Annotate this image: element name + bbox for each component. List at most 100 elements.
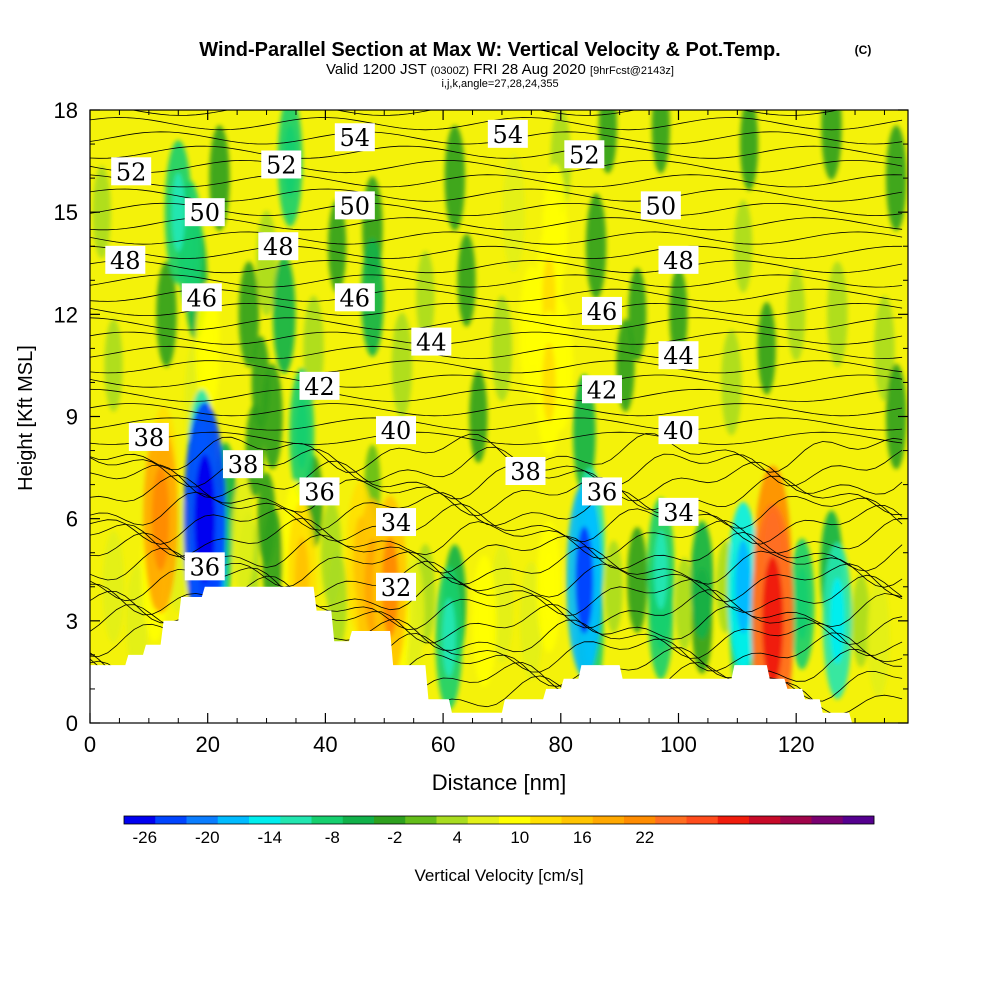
isentrope-label: 42 bbox=[299, 371, 340, 401]
isentrope-label-text: 42 bbox=[304, 373, 335, 401]
velocity-cell-core bbox=[762, 556, 784, 686]
subtitle-valid: Valid 1200 JST bbox=[326, 61, 426, 78]
isentrope-label: 38 bbox=[128, 422, 169, 452]
isentrope-label-box bbox=[258, 232, 299, 261]
velocity-cell-core bbox=[201, 312, 214, 385]
velocity-cell-core bbox=[735, 540, 752, 634]
isentrope-label-text: 54 bbox=[340, 124, 371, 152]
colorbar-tick-label: 4 bbox=[453, 828, 462, 847]
isentrope-label: 50 bbox=[640, 191, 681, 220]
isentrope-label: 50 bbox=[184, 198, 225, 227]
isentrope-line bbox=[90, 245, 903, 259]
isentrope-line bbox=[90, 331, 903, 345]
isentrope-line bbox=[90, 432, 903, 473]
isentrope-label-box bbox=[376, 572, 417, 601]
isentrope-label-text: 38 bbox=[510, 458, 541, 486]
isentrope-label: 46 bbox=[581, 296, 622, 326]
isentrope-label: 46 bbox=[334, 283, 375, 312]
velocity-cell bbox=[416, 250, 435, 344]
isentrope-label: 54 bbox=[334, 123, 375, 152]
colorbar-swatch bbox=[592, 816, 625, 824]
velocity-cell bbox=[585, 193, 607, 300]
isentrope-label: 38 bbox=[505, 456, 546, 486]
isentrope-label: 44 bbox=[411, 327, 452, 357]
colorbar-swatch bbox=[811, 816, 844, 824]
isentrope-label-box bbox=[223, 450, 264, 479]
x-tick-label: 80 bbox=[549, 732, 573, 757]
isentrope-line bbox=[90, 474, 903, 517]
colorbar-swatch bbox=[249, 816, 281, 824]
isentrope-label: 48 bbox=[105, 245, 146, 275]
velocity-cell bbox=[827, 261, 848, 368]
isentrope-label-text: 48 bbox=[663, 247, 694, 275]
velocity-cell-core bbox=[542, 342, 556, 423]
velocity-cell bbox=[391, 312, 413, 419]
y-tick-label: 9 bbox=[66, 405, 78, 430]
y-tick-label: 0 bbox=[66, 711, 78, 736]
velocity-cell bbox=[740, 110, 759, 191]
isentrope-label-text: 42 bbox=[587, 376, 618, 404]
velocity-cell-core bbox=[478, 584, 491, 657]
subtitle-date: FRI 28 Aug 2020 bbox=[473, 61, 586, 78]
colorbar-swatch bbox=[717, 816, 750, 824]
velocity-cell bbox=[867, 578, 890, 698]
isentrope-label-text: 34 bbox=[381, 509, 412, 537]
isentrope-label-box bbox=[658, 245, 699, 274]
isentrope-label-box bbox=[184, 198, 225, 227]
isentrope-line bbox=[90, 317, 903, 331]
colorbar-swatch bbox=[374, 816, 406, 824]
velocity-cell-core bbox=[525, 295, 538, 368]
isentrope-line bbox=[90, 302, 903, 317]
terrain bbox=[90, 586, 908, 723]
isentrope-label-box bbox=[299, 477, 340, 506]
isentrope-line bbox=[90, 489, 903, 531]
colorbar-tick-label: -20 bbox=[195, 828, 220, 847]
isentrope-line bbox=[90, 174, 903, 188]
isentrope-label-text: 32 bbox=[381, 574, 412, 602]
isentrope-label: 32 bbox=[376, 572, 417, 602]
velocity-cell-core bbox=[654, 530, 668, 610]
velocity-cell bbox=[238, 261, 260, 368]
isentrope-label-text: 36 bbox=[304, 478, 335, 506]
velocity-cell-core bbox=[151, 466, 170, 571]
colorbar-swatch bbox=[436, 816, 469, 824]
isentrope-label-text: 48 bbox=[110, 247, 141, 275]
isentrope-label-box bbox=[105, 245, 146, 274]
isentrope-label-text: 46 bbox=[587, 298, 618, 326]
isentrope-line bbox=[90, 274, 903, 288]
isentrope-label-box bbox=[581, 375, 622, 404]
isentrope-label: 38 bbox=[223, 450, 264, 479]
colorbar-swatch bbox=[561, 816, 594, 824]
isentrope-label-text: 36 bbox=[587, 478, 618, 506]
velocity-cell bbox=[721, 329, 742, 436]
isentrope-label: 44 bbox=[658, 341, 699, 370]
velocity-cell-core bbox=[194, 454, 216, 583]
isentrope-label: 52 bbox=[261, 150, 302, 179]
isentrope-line bbox=[90, 345, 903, 360]
velocity-cell bbox=[491, 295, 513, 402]
velocity-cell bbox=[604, 540, 623, 634]
params-line: i,j,k,angle=27,28,24,355 bbox=[441, 78, 558, 90]
velocity-cell bbox=[272, 255, 296, 374]
isentrope-line bbox=[90, 159, 903, 174]
colorbar-swatch bbox=[842, 816, 875, 824]
isentrope-label: 52 bbox=[564, 140, 605, 169]
colorbar-tick-label: 16 bbox=[573, 828, 592, 847]
isentrope-labels: 54 54 52 52 52 50 50 50 48 48 48 46 46 46 44 44 42 42 40 40… bbox=[105, 119, 699, 602]
velocity-cell bbox=[262, 363, 283, 470]
isentrope-line bbox=[90, 517, 903, 560]
isentrope-label-text: 52 bbox=[266, 151, 297, 179]
velocity-cell bbox=[821, 110, 842, 180]
colorbar-swatch bbox=[530, 816, 562, 824]
isentrope-label-box bbox=[658, 497, 699, 526]
velocity-cell bbox=[757, 301, 776, 395]
isentrope-label-box bbox=[128, 422, 169, 451]
velocity-cell bbox=[321, 499, 342, 606]
x-tick-label: 0 bbox=[84, 732, 96, 757]
isentrope-label: 46 bbox=[181, 283, 222, 312]
isentrope-label: 40 bbox=[658, 416, 699, 445]
isentrope-label-box bbox=[487, 119, 528, 148]
isentrope-label-text: 40 bbox=[381, 417, 412, 445]
colorbar-swatch bbox=[280, 816, 312, 824]
isentrope-label-box bbox=[376, 508, 417, 537]
